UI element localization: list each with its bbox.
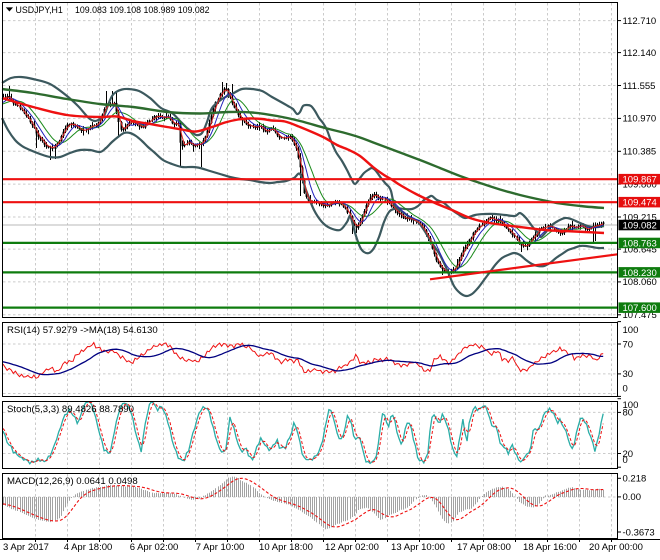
svg-text:17 Apr 08:00: 17 Apr 08:00 — [457, 542, 511, 553]
svg-text:108.645: 108.645 — [623, 244, 657, 255]
svg-text:7 Apr 10:00: 7 Apr 10:00 — [196, 542, 245, 553]
svg-text:108.230: 108.230 — [623, 268, 657, 279]
svg-text:108.763: 108.763 — [623, 238, 657, 249]
svg-text:112.140: 112.140 — [623, 48, 657, 59]
svg-text:20: 20 — [623, 449, 634, 460]
svg-text:3 Apr 2017: 3 Apr 2017 — [3, 542, 49, 553]
svg-text:MACD(12,26,9) 0.0641 0.0498: MACD(12,26,9) 0.0641 0.0498 — [7, 476, 138, 487]
svg-text:109.083 109.108 108.989 109.08: 109.083 109.108 108.989 109.082 — [75, 5, 210, 15]
svg-text:109.215: 109.215 — [623, 212, 657, 223]
svg-text:0: 0 — [623, 455, 628, 466]
svg-text:10 Apr 18:00: 10 Apr 18:00 — [259, 542, 313, 553]
svg-text:100: 100 — [623, 325, 639, 336]
svg-text:USDJPY,H1: USDJPY,H1 — [16, 5, 63, 15]
svg-text:0.00: 0.00 — [623, 492, 642, 503]
svg-text:12 Apr 02:00: 12 Apr 02:00 — [325, 542, 379, 553]
svg-text:80: 80 — [623, 408, 634, 419]
svg-text:107.600: 107.600 — [623, 303, 657, 314]
svg-text:20 Apr 00:00: 20 Apr 00:00 — [589, 542, 643, 553]
svg-text:110.385: 110.385 — [623, 147, 657, 158]
svg-text:111.555: 111.555 — [623, 81, 656, 92]
svg-text:107.475: 107.475 — [623, 310, 657, 321]
svg-text:109.800: 109.800 — [623, 179, 657, 190]
svg-text:RSI(14) 57.9279 ->MA(18) 54.6: RSI(14) 57.9279 ->MA(18) 54.6130 — [7, 325, 158, 336]
svg-text:108.060: 108.060 — [623, 277, 657, 288]
svg-text:109.474: 109.474 — [623, 198, 657, 209]
svg-text:112.710: 112.710 — [623, 16, 657, 27]
svg-text:30: 30 — [623, 369, 634, 380]
svg-text:-0.3673: -0.3673 — [623, 527, 655, 538]
svg-text:18 Apr 16:00: 18 Apr 16:00 — [523, 542, 577, 553]
svg-text:100: 100 — [623, 400, 639, 411]
svg-text:6 Apr 02:00: 6 Apr 02:00 — [130, 542, 179, 553]
svg-text:0: 0 — [623, 383, 628, 394]
svg-text:Stoch(5,3,3) 89.4826 88.7890: Stoch(5,3,3) 89.4826 88.7890 — [7, 404, 134, 415]
svg-text:110.970: 110.970 — [623, 114, 657, 125]
svg-text:0.218: 0.218 — [623, 474, 647, 485]
svg-text:13 Apr 10:00: 13 Apr 10:00 — [391, 542, 445, 553]
svg-text:4 Apr 18:00: 4 Apr 18:00 — [64, 542, 113, 553]
svg-text:109.082: 109.082 — [623, 220, 657, 231]
svg-text:70: 70 — [623, 339, 634, 350]
svg-text:109.867: 109.867 — [623, 175, 657, 186]
